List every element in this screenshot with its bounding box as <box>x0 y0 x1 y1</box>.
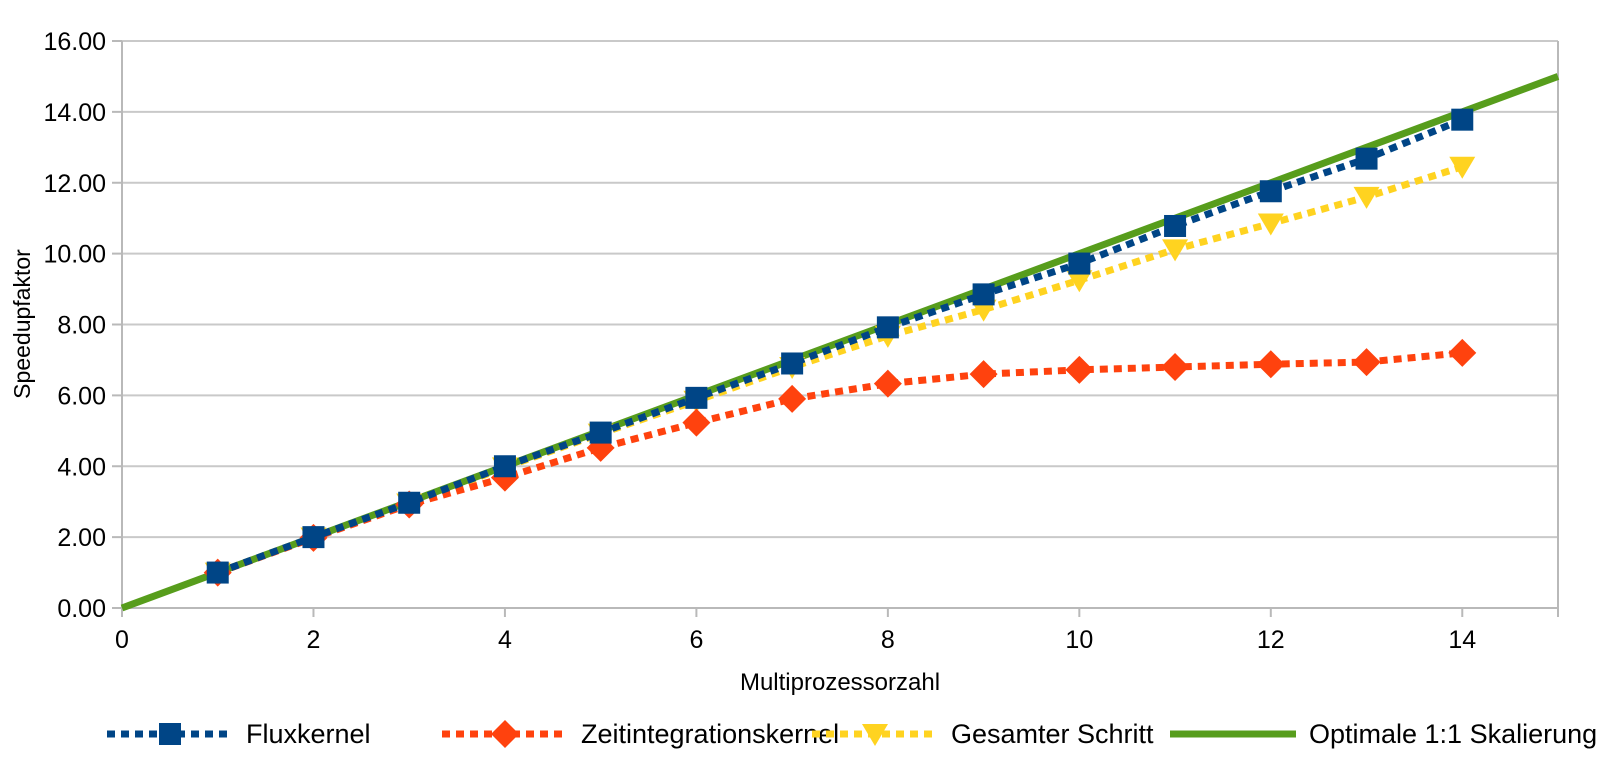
series-marker-gesamter-schritt <box>1257 213 1284 236</box>
legend-item-gesamter-schritt: Gesamter Schritt <box>810 716 1154 752</box>
legend-sample-triangle-down-icon <box>812 724 938 746</box>
series-marker-fluxkernel <box>493 455 516 478</box>
x-tick-label: 8 <box>881 626 895 654</box>
legend-sample-marker <box>862 724 888 746</box>
x-tick-label: 2 <box>307 626 321 654</box>
series-marker-gesamter-schritt <box>1066 270 1093 293</box>
series-marker-zeitintegrationskernel <box>1256 350 1285 379</box>
series-marker-fluxkernel <box>972 283 995 306</box>
series-marker-fluxkernel <box>398 491 421 514</box>
x-tick-label: 6 <box>689 626 703 654</box>
series-marker-fluxkernel <box>302 526 325 549</box>
series-marker-zeitintegrationskernel <box>873 369 902 398</box>
series-marker-zeitintegrationskernel <box>778 384 807 413</box>
y-axis-title: Speedupfaktor <box>9 249 35 399</box>
axis-layer <box>112 40 1559 617</box>
series-line-zeitintegrationskernel <box>216 349 1463 576</box>
y-tick-label: 4.00 <box>57 453 106 481</box>
series-marker-zeitintegrationskernel <box>969 360 998 389</box>
legend-item-optimale-1-1-skalierung: Optimale 1:1 Skalierung <box>1168 716 1597 752</box>
legend-sample-none-icon <box>1170 730 1296 738</box>
series-marker-gesamter-schritt <box>1353 186 1380 209</box>
x-tick-label: 12 <box>1257 626 1285 654</box>
y-tick-label: 16.00 <box>43 28 106 56</box>
legend-item-fluxkernel: Fluxkernel <box>105 716 371 752</box>
legend-sample-marker <box>491 720 519 748</box>
legend-sample-marker <box>159 723 181 745</box>
series-marker-gesamter-schritt <box>1162 239 1189 262</box>
legend-sample-square-icon <box>107 723 233 745</box>
series-marker-zeitintegrationskernel <box>1161 353 1190 382</box>
x-axis-title: Multiprozessorzahl <box>740 669 940 696</box>
grid-layer <box>122 40 1558 539</box>
series-marker-zeitintegrationskernel <box>1065 355 1094 384</box>
series-marker-zeitintegrationskernel <box>1448 338 1477 367</box>
y-tick-label: 2.00 <box>57 524 106 552</box>
legend-sample-diamond-icon <box>442 720 568 748</box>
series-marker-fluxkernel <box>1164 214 1187 237</box>
y-tick-label: 12.00 <box>43 170 106 198</box>
series-marker-zeitintegrationskernel <box>1352 348 1381 377</box>
legend-label: Fluxkernel <box>246 719 371 749</box>
series-layer <box>120 73 1560 612</box>
legend-label: Optimale 1:1 Skalierung <box>1309 719 1598 749</box>
series-marker-fluxkernel <box>1451 108 1474 131</box>
series-marker-zeitintegrationskernel <box>682 408 711 437</box>
x-tick-label: 14 <box>1448 626 1476 654</box>
x-tick-label: 0 <box>115 626 129 654</box>
y-tick-label: 6.00 <box>57 382 106 410</box>
series-marker-fluxkernel <box>1355 147 1378 170</box>
series-marker-fluxkernel <box>589 421 612 444</box>
series-marker-fluxkernel <box>876 316 899 339</box>
tick-label-layer: 0.00 2.00 4.00 6.00 8.00 10.00 12.00 14.00 16.00… <box>43 28 1476 654</box>
series-marker-fluxkernel <box>1259 180 1282 203</box>
legend-label: Gesamter Schritt <box>951 719 1154 749</box>
x-tick-label: 4 <box>498 626 512 654</box>
series-marker-fluxkernel <box>685 386 708 409</box>
y-tick-label: 10.00 <box>43 241 106 269</box>
legend-label: Zeitintegrationskernel <box>581 719 840 749</box>
series-line-gesamter-schritt <box>216 163 1464 576</box>
series-marker-gesamter-schritt <box>1449 156 1476 179</box>
y-tick-label: 8.00 <box>57 312 106 340</box>
series-marker-fluxkernel <box>206 561 229 584</box>
y-tick-label: 0.00 <box>57 595 106 623</box>
x-tick-label: 10 <box>1065 626 1093 654</box>
series-marker-fluxkernel <box>1068 252 1091 275</box>
series-line-fluxkernel <box>216 116 1464 576</box>
series-marker-fluxkernel <box>781 352 804 375</box>
y-tick-label: 14.00 <box>43 99 106 127</box>
legend-item-zeitintegrationskernel: Zeitintegrationskernel <box>440 716 839 752</box>
